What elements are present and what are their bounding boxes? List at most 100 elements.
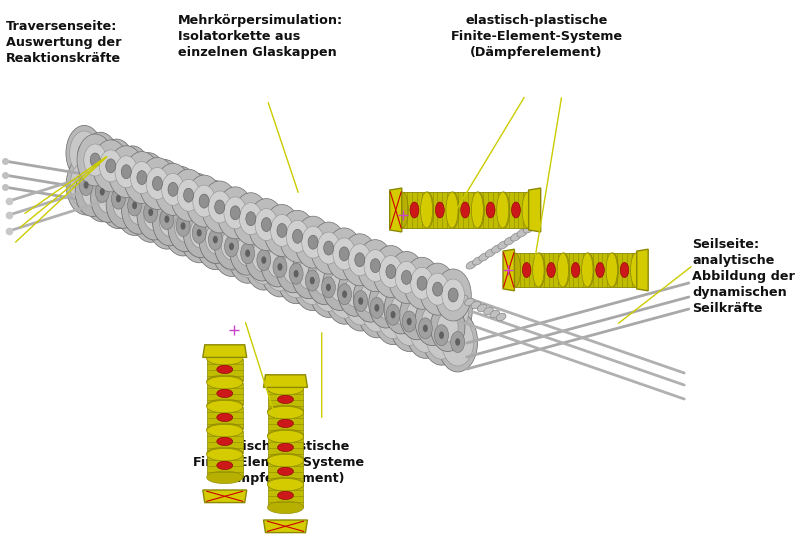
Ellipse shape — [114, 146, 151, 201]
Ellipse shape — [99, 150, 122, 182]
Ellipse shape — [84, 144, 106, 176]
Ellipse shape — [323, 252, 328, 259]
Ellipse shape — [86, 168, 118, 216]
Ellipse shape — [214, 200, 225, 214]
Ellipse shape — [338, 284, 351, 305]
Ellipse shape — [490, 310, 500, 318]
Ellipse shape — [75, 167, 110, 217]
Ellipse shape — [354, 253, 365, 267]
Ellipse shape — [222, 205, 235, 224]
Ellipse shape — [254, 218, 267, 238]
Ellipse shape — [230, 199, 260, 244]
Ellipse shape — [113, 189, 134, 219]
Ellipse shape — [423, 281, 453, 325]
Ellipse shape — [479, 253, 489, 261]
Ellipse shape — [308, 235, 318, 249]
Ellipse shape — [371, 272, 376, 279]
Ellipse shape — [395, 262, 418, 293]
Ellipse shape — [307, 228, 344, 283]
Ellipse shape — [199, 194, 209, 208]
Ellipse shape — [150, 165, 179, 209]
Ellipse shape — [571, 263, 580, 278]
Ellipse shape — [391, 295, 412, 324]
Ellipse shape — [420, 293, 424, 300]
Ellipse shape — [339, 247, 349, 261]
Ellipse shape — [435, 202, 444, 218]
Ellipse shape — [139, 157, 175, 209]
Ellipse shape — [438, 312, 478, 372]
Ellipse shape — [390, 311, 395, 319]
Ellipse shape — [403, 286, 408, 293]
Ellipse shape — [294, 270, 298, 278]
Ellipse shape — [181, 222, 186, 230]
Ellipse shape — [244, 230, 284, 290]
Ellipse shape — [164, 216, 170, 223]
Ellipse shape — [170, 169, 206, 221]
Polygon shape — [207, 455, 242, 477]
Ellipse shape — [295, 216, 331, 268]
Ellipse shape — [329, 270, 361, 318]
Polygon shape — [588, 253, 612, 287]
Ellipse shape — [433, 282, 442, 296]
Ellipse shape — [174, 212, 195, 242]
Ellipse shape — [195, 209, 235, 269]
Polygon shape — [207, 358, 242, 381]
Ellipse shape — [407, 274, 437, 319]
Ellipse shape — [439, 288, 469, 332]
Ellipse shape — [313, 263, 344, 311]
Ellipse shape — [252, 241, 273, 272]
Ellipse shape — [122, 185, 156, 234]
Ellipse shape — [259, 225, 263, 231]
Ellipse shape — [415, 297, 450, 346]
Ellipse shape — [106, 179, 141, 228]
Ellipse shape — [338, 267, 372, 316]
Ellipse shape — [82, 150, 86, 156]
Ellipse shape — [230, 226, 264, 275]
Ellipse shape — [206, 423, 243, 436]
Ellipse shape — [159, 206, 180, 236]
Ellipse shape — [132, 202, 137, 209]
Ellipse shape — [426, 311, 458, 359]
Polygon shape — [207, 407, 242, 430]
Ellipse shape — [206, 424, 243, 437]
Ellipse shape — [461, 202, 470, 218]
Ellipse shape — [326, 284, 331, 291]
Ellipse shape — [176, 216, 190, 236]
Ellipse shape — [267, 454, 303, 467]
Ellipse shape — [361, 284, 393, 332]
Ellipse shape — [421, 192, 433, 228]
Ellipse shape — [373, 284, 413, 345]
Ellipse shape — [192, 222, 206, 243]
Ellipse shape — [439, 332, 444, 339]
Ellipse shape — [391, 268, 421, 311]
Ellipse shape — [267, 405, 303, 418]
Ellipse shape — [386, 304, 400, 325]
Ellipse shape — [127, 195, 142, 216]
Ellipse shape — [450, 332, 465, 352]
Ellipse shape — [264, 204, 300, 256]
Ellipse shape — [146, 177, 151, 184]
Ellipse shape — [230, 206, 240, 220]
Ellipse shape — [70, 161, 102, 209]
Ellipse shape — [406, 300, 427, 330]
Polygon shape — [503, 249, 514, 291]
Ellipse shape — [241, 243, 254, 264]
Ellipse shape — [402, 311, 416, 332]
Ellipse shape — [206, 471, 243, 484]
Ellipse shape — [410, 267, 434, 299]
Ellipse shape — [153, 176, 162, 190]
Ellipse shape — [355, 248, 392, 304]
Ellipse shape — [110, 157, 123, 176]
Ellipse shape — [128, 195, 150, 225]
Polygon shape — [267, 389, 303, 412]
Ellipse shape — [98, 169, 138, 228]
Ellipse shape — [182, 179, 211, 223]
Ellipse shape — [485, 249, 495, 257]
Polygon shape — [564, 253, 587, 287]
Ellipse shape — [471, 301, 481, 309]
Ellipse shape — [199, 216, 231, 264]
Ellipse shape — [217, 437, 233, 446]
Ellipse shape — [333, 238, 355, 270]
Ellipse shape — [84, 181, 89, 189]
Ellipse shape — [206, 449, 243, 461]
